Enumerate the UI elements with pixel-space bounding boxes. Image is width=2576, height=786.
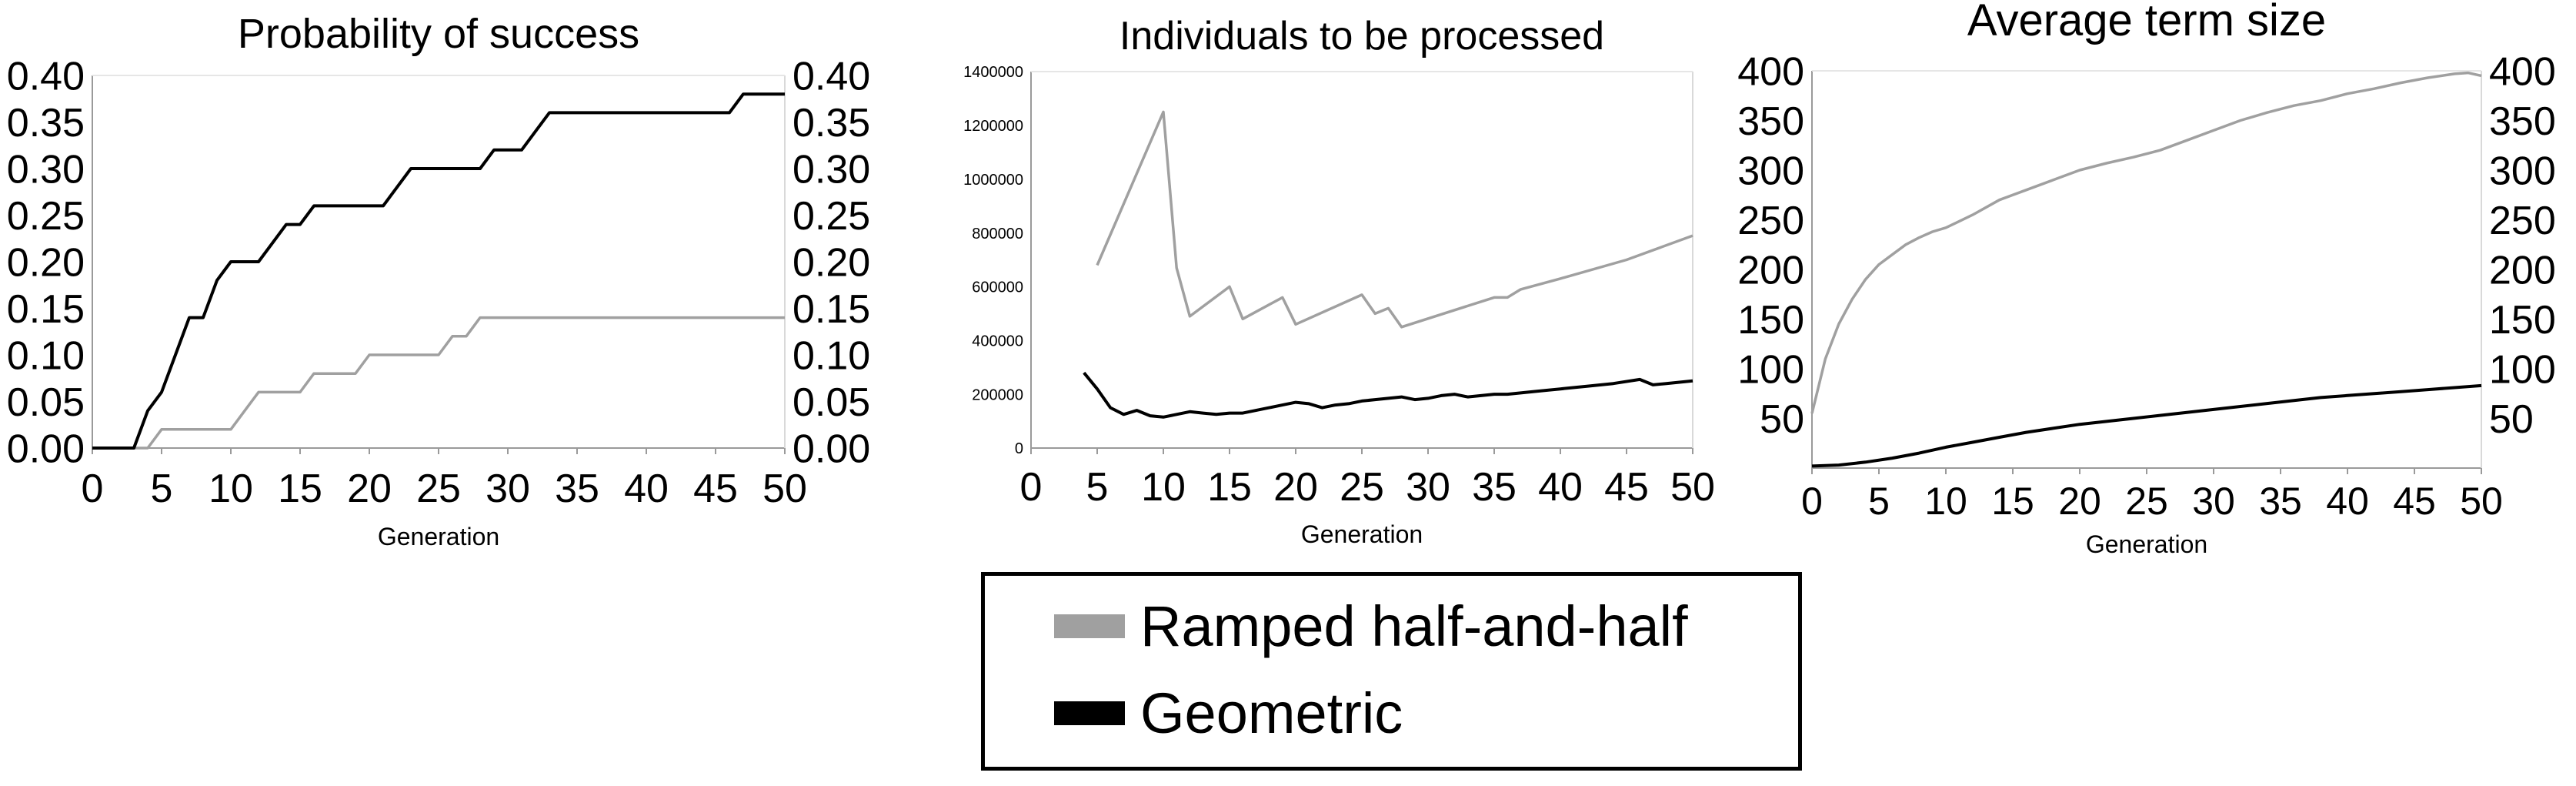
series-line-ramped: [92, 316, 785, 450]
y-tick-label: 300: [1737, 149, 1804, 194]
y-tick-label-right: 0.10: [792, 334, 870, 379]
x-tick-label: 0: [1801, 480, 1823, 523]
x-tick-label: 15: [1207, 465, 1252, 510]
x-tick-label: 40: [624, 467, 669, 511]
x-tick-label: 10: [1924, 480, 1967, 523]
legend: Ramped half-and-half Geometric: [981, 572, 1802, 771]
x-tick-label: 15: [278, 467, 322, 511]
x-tick-label: 50: [762, 467, 807, 511]
x-tick-label: 25: [416, 467, 461, 511]
y-tick-label: 1000000: [963, 172, 1023, 189]
x-tick-label: 45: [1604, 465, 1649, 510]
x-tick-label: 25: [2125, 480, 2168, 523]
series-line-ramped: [1810, 71, 2482, 414]
y-tick-label: 350: [1737, 99, 1804, 144]
x-tick-label: 10: [1141, 465, 1186, 510]
x-tick-label: 35: [1472, 465, 1517, 510]
x-tick-label: 40: [1538, 465, 1583, 510]
x-tick-label: 30: [486, 467, 530, 511]
y-tick-label-right: 0.35: [792, 101, 870, 145]
chart-probability-of-success: Probability of success 0 5 10 15 20 25 30 35 40 45…: [7, 11, 870, 550]
x-tick-label: 10: [209, 467, 253, 511]
y-tick-label-right: 400: [2489, 50, 2556, 95]
y-tick-label: 0.30: [7, 148, 85, 192]
series-line-ramped: [1096, 110, 1693, 329]
x-tick-label: 50: [1670, 465, 1715, 510]
x-axis-label: Generation: [378, 523, 499, 550]
series-line-geometric: [1811, 383, 2482, 468]
y-tick-label-right: 0.15: [792, 287, 870, 332]
y-tick-label-right: 100: [2489, 348, 2556, 393]
x-tick-label: 45: [693, 467, 738, 511]
x-tick-label: 20: [2058, 480, 2101, 523]
y-tick-label: 250: [1737, 199, 1804, 243]
x-axis-label: Generation: [2086, 530, 2207, 558]
y-tick-label-right: 0.40: [792, 55, 870, 99]
y-tick-label-right: 50: [2489, 397, 2534, 442]
legend-item-geometric: Geometric: [1054, 671, 1403, 755]
x-tick-label: 50: [2460, 480, 2503, 523]
y-tick-label: 200000: [972, 386, 1023, 403]
y-tick-label-right: 0.25: [792, 194, 870, 239]
y-tick-label-right: 200: [2489, 249, 2556, 293]
legend-swatch-geometric: [1054, 701, 1125, 725]
series-line-geometric: [1083, 371, 1693, 419]
y-tick-label: 0.05: [7, 380, 85, 425]
x-tick-label: 20: [347, 467, 392, 511]
x-axis-label: Generation: [1301, 520, 1423, 548]
y-tick-label: 150: [1737, 298, 1804, 343]
y-tick-label-right: 0.30: [792, 148, 870, 192]
y-tick-label-right: 250: [2489, 199, 2556, 243]
y-tick-label: 0.20: [7, 241, 85, 286]
legend-item-ramped: Ramped half-and-half: [1054, 584, 1688, 668]
y-tick-label: 0.40: [7, 55, 85, 99]
x-tick-label: 35: [555, 467, 599, 511]
y-tick-label-right: 350: [2489, 99, 2556, 144]
y-tick-label: 50: [1760, 397, 1804, 442]
x-tick-label: 35: [2259, 480, 2302, 523]
y-tick-label-right: 150: [2489, 298, 2556, 343]
x-tick-label: 30: [1406, 465, 1450, 510]
x-tick-label: 0: [82, 467, 104, 511]
x-tick-label: 30: [2192, 480, 2235, 523]
x-tick-label: 5: [1086, 465, 1109, 510]
y-tick-label: 400: [1737, 50, 1804, 95]
x-tick-label: 45: [2393, 480, 2436, 523]
y-tick-label: 0.00: [7, 427, 85, 472]
y-tick-label: 0: [1015, 440, 1023, 457]
legend-swatch-ramped: [1054, 614, 1125, 638]
y-tick-label: 200: [1737, 249, 1804, 293]
series-line-geometric: [92, 92, 785, 450]
y-tick-label: 100: [1737, 348, 1804, 393]
y-tick-label: 600000: [972, 279, 1023, 296]
legend-label-geometric: Geometric: [1140, 681, 1403, 745]
chart-title: Individuals to be processed: [1119, 14, 1604, 59]
y-tick-label: 0.35: [7, 101, 85, 145]
legend-label-ramped: Ramped half-and-half: [1140, 594, 1688, 658]
x-tick-label: 15: [1991, 480, 2034, 523]
chart-title: Probability of success: [238, 11, 639, 57]
x-tick-label: 5: [1868, 480, 1890, 523]
x-tick-label: 0: [1020, 465, 1043, 510]
x-tick-label: 40: [2326, 480, 2369, 523]
y-tick-label: 0.10: [7, 334, 85, 379]
y-tick-label: 1400000: [963, 64, 1023, 81]
y-tick-label-right: 300: [2489, 149, 2556, 194]
y-tick-label: 1200000: [963, 118, 1023, 135]
x-tick-label: 5: [151, 467, 173, 511]
y-tick-label: 0.25: [7, 194, 85, 239]
x-tick-label: 25: [1340, 465, 1384, 510]
chart-title: Average term size: [1967, 0, 2326, 45]
y-tick-label-right: 0.05: [792, 380, 870, 425]
chart-average-term-size: Average term size 0 5 10 15 20 25 30 35 40 45 50 50 5…: [1737, 0, 2556, 558]
y-tick-label: 0.15: [7, 287, 85, 332]
y-tick-label: 800000: [972, 226, 1023, 242]
y-tick-label: 400000: [972, 333, 1023, 350]
y-tick-label-right: 0.20: [792, 241, 870, 286]
y-tick-label-right: 0.00: [792, 427, 870, 472]
x-tick-label: 20: [1273, 465, 1318, 510]
